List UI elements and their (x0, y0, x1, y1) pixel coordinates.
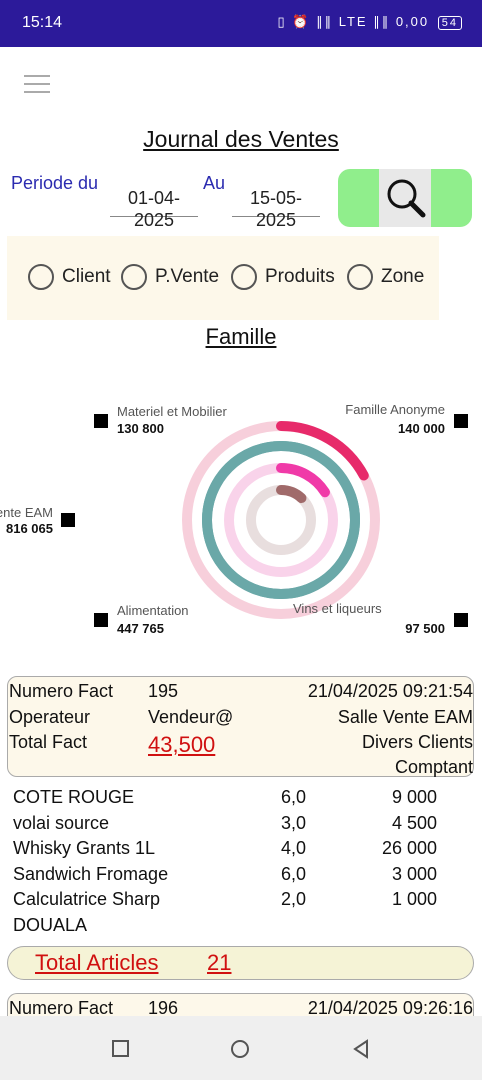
famille-chart: Materiel et Mobilier 130 800 Famille Ano… (0, 395, 482, 645)
hamburger-menu-icon[interactable] (24, 75, 50, 95)
invoice-number: 195 (148, 681, 179, 701)
period-from-label: Periode du (11, 173, 99, 193)
list-item: Whisky Grants 1L 4,0 26 000 (13, 838, 473, 864)
invoice-datetime: 21/04/2025 09:21:54 (307, 681, 473, 701)
legend-marker (454, 414, 468, 428)
item-qty: 2,0 (281, 889, 307, 909)
item-name: Whisky Grants 1L (13, 838, 156, 858)
invoice-datetime: 21/04/2025 09:26:16 (307, 998, 473, 1018)
status-bar: 15:14 ▯ ⏰ ∥∥ LTE ∥∥ 0,00 54 (0, 0, 482, 47)
legend-value: 447 765 (117, 621, 164, 636)
legend-name: Alimentation (117, 603, 189, 618)
legend-name: ente EAM (0, 505, 53, 520)
item-amount: 9 000 (391, 787, 437, 807)
operator-label: Operateur (9, 707, 91, 727)
total-articles-bar[interactable]: Total Articles 21 (7, 946, 474, 980)
recents-icon[interactable] (110, 1038, 132, 1060)
item-amount: 1 000 (391, 889, 437, 909)
ring-value-arc (276, 421, 369, 481)
back-icon[interactable] (350, 1038, 372, 1060)
period-to-input[interactable]: 15-05-2025 (232, 187, 320, 230)
search-icon-bg (379, 169, 431, 227)
item-qty: 6,0 (281, 863, 307, 884)
filter-zone-radio[interactable]: Zone (347, 264, 424, 290)
filter-pvente-label: P.Vente (155, 266, 220, 287)
legend-value: 97 500 (405, 621, 445, 636)
invoice-items: COTE ROUGE 6,0 9 000 volai source 3,0 4 … (13, 787, 473, 940)
filter-pvente-radio[interactable]: P.Vente (121, 264, 219, 290)
radio-circle-icon (347, 264, 373, 290)
legend-marker (454, 613, 468, 627)
payment-mode: Comptant (394, 757, 473, 777)
legend-value: 140 000 (398, 421, 445, 436)
total-articles-label: Total Articles (35, 950, 159, 975)
filter-produits-radio[interactable]: Produits (231, 264, 335, 290)
radial-chart (182, 421, 380, 619)
ring-value-arc (276, 485, 307, 504)
search-button[interactable] (338, 169, 472, 227)
ring-value-arc (202, 441, 360, 599)
list-item: COTE ROUGE 6,0 9 000 (13, 787, 473, 813)
list-item: Sandwich Fromage 6,0 3 000 (13, 864, 473, 890)
search-icon (387, 179, 426, 218)
filter-zone-label: Zone (381, 266, 425, 287)
radio-circle-icon (121, 264, 147, 290)
page-title: Journal des Ventes (143, 126, 339, 152)
invoice-number: 196 (148, 998, 179, 1018)
operator-value: Vendeur@ (148, 707, 234, 727)
item-name: COTE ROUGE (13, 787, 135, 807)
item-amount: 4 500 (391, 812, 437, 833)
item-amount: 26 000 (381, 838, 437, 858)
total-articles-value: 21 (207, 950, 232, 975)
filter-client-label: Client (62, 266, 111, 287)
legend-marker (94, 613, 108, 627)
system-nav-bar (0, 1016, 482, 1080)
item-qty: 3,0 (281, 812, 307, 833)
sales-room: Salle Vente EAM (337, 707, 473, 727)
battery-icon: 54 (437, 16, 462, 30)
list-item: DOUALA (13, 915, 473, 941)
invoice-number-label: Numero Fact (9, 681, 114, 701)
status-time: 15:14 (22, 14, 63, 31)
legend-marker (61, 513, 75, 527)
legend-name: Materiel et Mobilier (117, 404, 227, 419)
radio-circle-icon (28, 264, 54, 290)
legend-name: Famille Anonyme (345, 402, 445, 417)
item-amount: 3 000 (391, 863, 437, 884)
item-name: volai source (13, 812, 110, 833)
status-icons-text: ▯ ⏰ ∥∥ LTE ∥∥ 0,00 (277, 14, 430, 29)
legend-value: 816 065 (6, 521, 53, 536)
ring-value-arc (276, 463, 330, 498)
item-qty: 6,0 (281, 787, 307, 807)
section-title: Famille (205, 324, 277, 349)
filter-group: Client P.Vente Produits Zone (7, 236, 439, 320)
status-icons: ▯ ⏰ ∥∥ LTE ∥∥ 0,00 54 (278, 14, 462, 30)
legend-name: Vins et liqueurs (293, 601, 382, 616)
list-item: volai source 3,0 4 500 (13, 813, 473, 839)
item-name: DOUALA (13, 914, 88, 935)
invoice-total-link[interactable]: 43,500 (148, 732, 216, 757)
radio-circle-icon (231, 264, 257, 290)
item-name: Calculatrice Sharp (13, 889, 161, 909)
client-name: Divers Clients (361, 732, 473, 752)
filter-client-radio[interactable]: Client (28, 264, 111, 290)
period-from-input[interactable]: 01-04-2025 (110, 187, 198, 230)
legend-marker (94, 414, 108, 428)
filter-produits-label: Produits (265, 266, 335, 287)
home-icon[interactable] (229, 1038, 251, 1060)
list-item: Calculatrice Sharp 2,0 1 000 (13, 889, 473, 915)
invoice-card[interactable]: Numero Fact 195 21/04/2025 09:21:54 Oper… (7, 676, 474, 777)
item-name: Sandwich Fromage (13, 863, 169, 884)
period-to-label: Au (203, 173, 226, 193)
item-qty: 4,0 (281, 838, 307, 858)
legend-value: 130 800 (117, 421, 164, 436)
total-label: Total Fact (9, 732, 88, 752)
invoice-number-label: Numero Fact (9, 998, 114, 1018)
